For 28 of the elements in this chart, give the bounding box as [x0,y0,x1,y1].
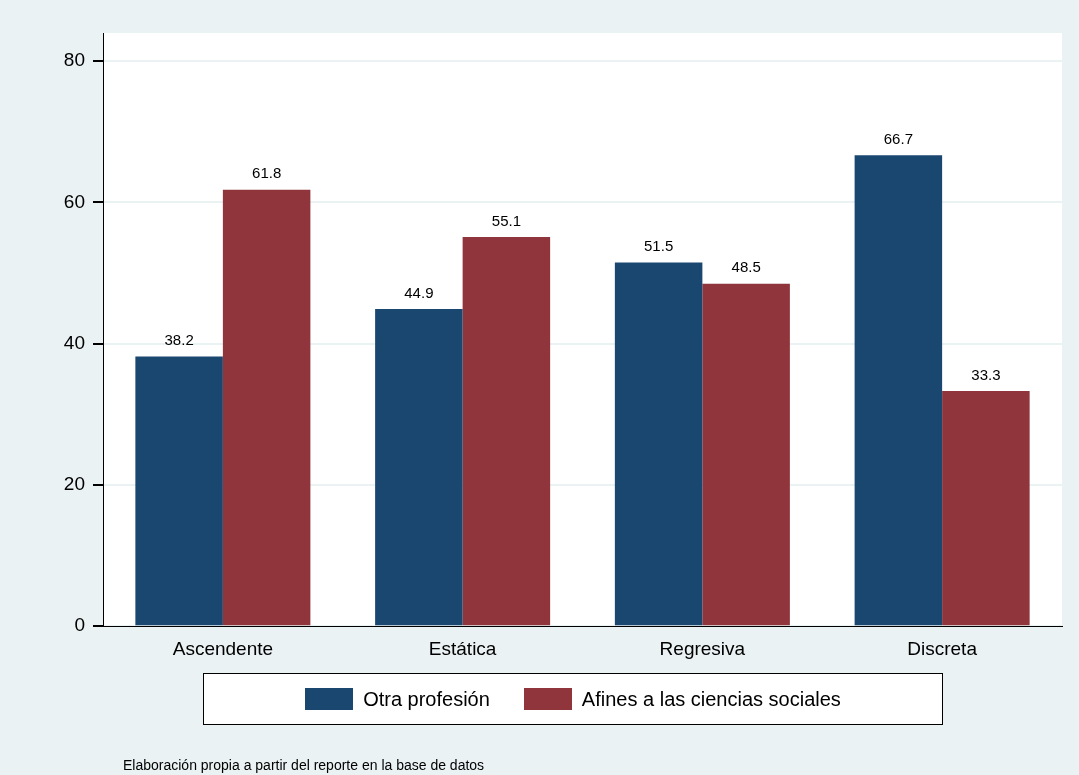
y-tick-label: 40 [63,331,85,353]
data-label: 33.3 [971,365,1001,383]
data-label: 51.5 [644,237,674,255]
data-label: 55.1 [491,211,521,229]
data-label: 61.8 [252,164,282,182]
bar [614,262,703,626]
x-tick-label: Ascendente [172,637,274,659]
data-label: 38.2 [164,331,194,349]
y-tick-label: 80 [63,49,85,71]
y-tick-label: 20 [63,473,85,495]
bar [375,309,463,626]
bar [222,189,311,626]
legend-label: Afines a las ciencias sociales [581,687,841,711]
bar [942,391,1030,626]
data-label: 44.9 [404,283,434,301]
bar [854,155,943,626]
text: Elaboración propia a partir del reporte en la base de datos [123,756,485,773]
x-tick-label: Estática [428,637,497,659]
legend-label: Otra profesión [363,687,490,711]
bar [702,283,790,626]
data-label: 66.7 [883,129,913,147]
data-label: 48.5 [731,258,761,276]
bar [462,237,551,626]
y-tick-label: 0 [74,614,85,636]
x-tick-label: Regresiva [659,637,746,659]
bar [135,356,223,626]
x-tick-label: Discreta [907,637,978,659]
y-tick-label: 60 [63,190,85,212]
